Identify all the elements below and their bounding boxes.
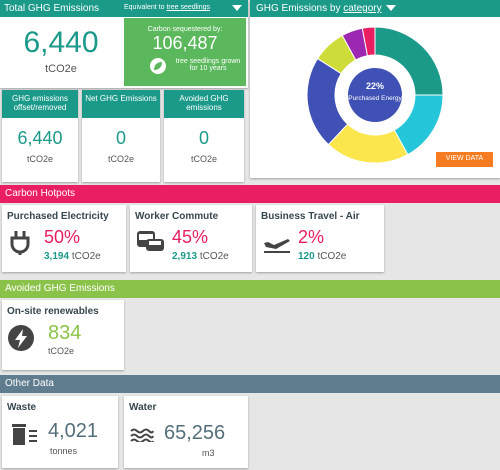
- hotspot-icon: [137, 231, 164, 251]
- waste-card: Waste 4,021 tonnes: [2, 396, 118, 468]
- summary-card: Avoided GHG emissions 0 tCO2e: [164, 90, 244, 182]
- hotspot-amount: 3,194 tCO2e: [44, 251, 101, 262]
- total-card: Total GHG Emissions Equivalent to tree s…: [0, 0, 248, 88]
- equivalent-unit: tree seedlings: [166, 4, 211, 11]
- hotspot-icon: [264, 239, 290, 253]
- waste-name: Waste: [7, 402, 37, 413]
- waste-value: 4,021: [48, 420, 99, 442]
- waste-unit: tonnes: [50, 446, 78, 456]
- hotspot-unit: tCO2e: [317, 251, 347, 262]
- highlight-value: 22%: [366, 81, 384, 91]
- total-header: Total GHG Emissions Equivalent to tree s…: [0, 0, 248, 17]
- hotspot-icon: [10, 231, 30, 255]
- hotspot-percent: 50%: [44, 227, 81, 247]
- summary-unit: tCO2e: [26, 154, 53, 164]
- highlight-disc: [348, 68, 402, 122]
- hotspots-bar: Carbon Hotpots: [0, 185, 500, 203]
- dropdown-arrow[interactable]: [232, 5, 242, 12]
- hotspot-card: Business Travel - Air 2% 120 tCO2e: [256, 205, 384, 272]
- summary-value: 0: [115, 128, 126, 148]
- water-unit: m3: [202, 448, 215, 458]
- hotspot-card: Purchased Electricity 50% 3,194 tCO2e: [2, 205, 126, 272]
- avoided-bar: Avoided GHG Emissions: [0, 280, 500, 298]
- donut-chart: 22% Purchased Energy: [306, 26, 444, 164]
- summary-card: Net GHG Emissions 0 tCO2e: [82, 90, 160, 182]
- hotspot-value: 3,194: [44, 251, 70, 262]
- water-name: Water: [129, 402, 157, 413]
- other-bar: Other Data: [0, 375, 500, 393]
- hotspot-name: Purchased Electricity: [7, 211, 109, 222]
- bin-icon: [12, 424, 37, 445]
- total-value: 6,440: [23, 26, 99, 59]
- hotspot-percent: 2%: [298, 227, 325, 247]
- hotspot-name: Business Travel - Air: [261, 211, 360, 222]
- total-title: Total GHG Emissions: [4, 3, 100, 14]
- equivalent-label: Equivalent to: [124, 4, 165, 11]
- avoided-unit: tCO2e: [48, 346, 75, 356]
- summary-value: 6,440: [17, 128, 63, 148]
- water-icon: [130, 428, 154, 442]
- water-value: 65,256: [164, 422, 226, 444]
- summary-unit: tCO2e: [107, 154, 134, 164]
- highlight-name: Purchased Energy: [348, 95, 402, 102]
- dropdown-arrow[interactable]: [386, 5, 396, 12]
- hotspot-card: Worker Commute 45% 2,913 tCO2e: [130, 205, 252, 272]
- water-card: Water 65,256 m3: [124, 396, 248, 468]
- summary-unit: tCO2e: [190, 154, 217, 164]
- summary-title: GHG emissions offset/removed: [2, 90, 78, 118]
- bolt-icon: [8, 325, 34, 351]
- summary-card: GHG emissions offset/removed 6,440 tCO2e: [2, 90, 78, 182]
- avoided-name: On-site renewables: [7, 306, 99, 317]
- hotspot-value: 120: [298, 251, 315, 262]
- hotspot-name: Worker Commute: [135, 211, 219, 222]
- sequestered-note: tree seedlings grown for 10 years: [175, 58, 241, 72]
- chart-title: GHG Emissions by: [256, 3, 341, 14]
- hotspot-percent: 45%: [172, 227, 209, 247]
- category-header: GHG Emissions by category: [250, 0, 500, 17]
- summary-title: Avoided GHG emissions: [164, 90, 244, 118]
- sequestered-value: 106,487: [152, 33, 218, 53]
- total-unit: tCO2e: [45, 63, 77, 75]
- hotspot-amount: 2,913 tCO2e: [172, 251, 229, 262]
- category-card: GHG Emissions by category 22% Purchased E…: [250, 0, 500, 178]
- sequestered-box: Carbon sequestered by: 106,487 tree seed…: [124, 18, 246, 86]
- hotspot-value: 2,913: [172, 251, 198, 262]
- avoided-card: On-site renewables 834 tCO2e: [2, 300, 124, 370]
- hotspot-unit: tCO2e: [199, 251, 229, 262]
- leaf-icon: [150, 58, 166, 74]
- hotspot-unit: tCO2e: [71, 251, 101, 262]
- view-data-button[interactable]: VIEW DATA: [436, 152, 493, 167]
- summary-value: 0: [198, 128, 209, 148]
- category-link[interactable]: category: [343, 3, 382, 14]
- summary-title: Net GHG Emissions: [82, 90, 160, 118]
- sequestered-label: Carbon sequestered by:: [147, 26, 223, 33]
- hotspot-amount: 120 tCO2e: [298, 251, 346, 262]
- equivalent-selector[interactable]: Equivalent to tree seedlings: [124, 4, 210, 11]
- avoided-value: 834: [48, 322, 82, 344]
